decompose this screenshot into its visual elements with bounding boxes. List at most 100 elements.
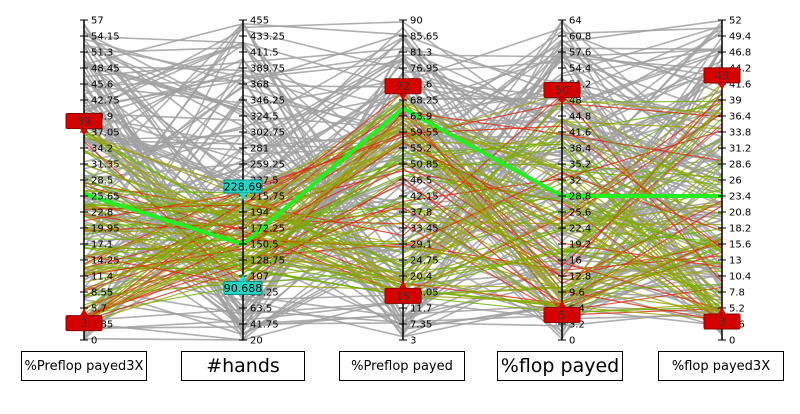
tick-label: 31.35 — [91, 160, 120, 171]
tick-label: 9.6 — [569, 288, 585, 299]
tick-label: 107 — [250, 272, 269, 283]
tick-label: 0 — [91, 336, 97, 347]
tick-label: 7.8 — [729, 288, 745, 299]
tick-label: 18.2 — [729, 224, 751, 235]
tick-label: 259.25 — [250, 160, 285, 171]
tick-label: 25.6 — [569, 208, 591, 219]
filter-handle-lower: 5 — [543, 300, 581, 323]
handle-value: 72 — [396, 80, 410, 93]
tick-label: 368 — [250, 80, 269, 91]
tick-label: 281 — [250, 144, 269, 155]
tick-label: 28.8 — [569, 192, 591, 203]
tick-label: 22.8 — [91, 208, 113, 219]
tick-label: 42.75 — [91, 96, 120, 107]
tick-label: 33.8 — [729, 128, 751, 139]
tick-label: 25.65 — [91, 192, 120, 203]
tick-label: 76.95 — [410, 64, 439, 75]
tick-label: 22.4 — [569, 224, 591, 235]
handle-value: 5 — [559, 309, 566, 322]
tick-label: 215.75 — [250, 192, 285, 203]
tick-label: 0 — [729, 336, 735, 347]
tick-label: 5.7 — [91, 304, 107, 315]
axis-label-hands[interactable]: #hands — [181, 351, 305, 381]
tick-label: 29.1 — [410, 240, 432, 251]
tick-label: 63.5 — [250, 304, 272, 315]
tick-label: 45.6 — [91, 80, 113, 91]
axis-label-flop-payed3x[interactable]: %flop payed3X — [658, 351, 784, 381]
tick-label: 26 — [729, 176, 742, 187]
tick-label: 12.8 — [569, 272, 591, 283]
tick-label: 28.6 — [729, 160, 751, 171]
tick-label: 23.4 — [729, 192, 751, 203]
tick-label: 52 — [729, 16, 742, 27]
tick-label: 0 — [569, 336, 575, 347]
tick-label: 46.8 — [729, 48, 751, 59]
tick-label: 85.65 — [410, 32, 439, 43]
tick-label: 128.75 — [250, 256, 285, 267]
handle-arrow — [399, 281, 407, 289]
tick-label: 20 — [250, 336, 263, 347]
handle-value: 3 — [719, 316, 726, 329]
tick-label: 17.1 — [91, 240, 113, 251]
tick-label: 13 — [729, 256, 742, 267]
handle-value: 39 — [77, 115, 91, 128]
tick-label: 46.5 — [410, 176, 432, 187]
tick-label: 41.6 — [729, 80, 751, 91]
tick-label: 48.45 — [91, 64, 120, 75]
tick-label: 41.75 — [250, 320, 279, 331]
handle-arrow — [558, 97, 566, 105]
handle-arrow — [558, 300, 566, 308]
tick-label: 194 — [250, 208, 269, 219]
tick-label: 55.2 — [410, 144, 432, 155]
tick-label: 8.55 — [91, 288, 113, 299]
axes: 5754.1551.348.4545.642.7539.937.0534.231… — [80, 16, 751, 347]
tick-label: 36.4 — [729, 112, 751, 123]
axis: 5249.446.844.241.63936.433.831.228.62623… — [718, 16, 751, 347]
tick-label: 44.8 — [569, 112, 591, 123]
filter-handle-lower: 90.688 — [223, 274, 263, 295]
handle-value: 90.688 — [224, 282, 263, 295]
tick-label: 68.25 — [410, 96, 439, 107]
tick-label: 57 — [91, 16, 104, 27]
axis-label-flop-payed[interactable]: %flop payed — [497, 351, 623, 381]
tick-label: 31.2 — [729, 144, 751, 155]
tick-label: 81.3 — [410, 48, 432, 59]
tick-label: 324.5 — [250, 112, 279, 123]
tick-label: 37.05 — [91, 128, 120, 139]
tick-label: 50.85 — [410, 160, 439, 171]
filter-handle-upper: 50 — [543, 82, 581, 105]
handle-arrow — [718, 307, 726, 315]
filter-handle-lower: 3 — [703, 307, 741, 330]
tick-label: 15.6 — [729, 240, 751, 251]
tick-label: 389.75 — [250, 64, 285, 75]
filter-handle-upper: 228.69 — [223, 179, 263, 200]
filter-handle-lower: 3 — [65, 308, 103, 332]
handle-arrow — [239, 192, 247, 200]
handle-arrow — [80, 128, 88, 136]
filter-handles: 39 3 228.69 90.688 72 15 50 5 43 3 — [65, 67, 741, 332]
tick-label: 346.25 — [250, 96, 285, 107]
tick-label: 19.95 — [91, 224, 120, 235]
axis-label-preflop-payed3x[interactable]: %Preflop payed3X — [21, 351, 147, 381]
tick-label: 49.4 — [729, 32, 751, 43]
handle-value: 228.69 — [224, 180, 263, 193]
handle-arrow — [239, 274, 247, 282]
tick-label: 34.2 — [91, 144, 113, 155]
tick-label: 16.05 — [410, 288, 439, 299]
handle-arrow — [718, 82, 726, 90]
filter-handle-lower: 15 — [384, 281, 422, 304]
handle-value: 50 — [555, 84, 569, 97]
tick-label: 433.25 — [250, 32, 285, 43]
tick-label: 37.8 — [410, 208, 432, 219]
tick-label: 411.5 — [250, 48, 279, 59]
tick-label: 14.25 — [91, 256, 120, 267]
tick-label: 455 — [250, 16, 269, 27]
tick-label: 32 — [569, 176, 582, 187]
tick-label: 38.4 — [569, 144, 591, 155]
tick-label: 35.2 — [569, 160, 591, 171]
filter-handle-upper: 43 — [703, 67, 741, 90]
tick-label: 41.6 — [569, 128, 591, 139]
axis-label-preflop-payed[interactable]: %Preflop payed — [339, 351, 465, 381]
handle-arrow — [399, 93, 407, 101]
